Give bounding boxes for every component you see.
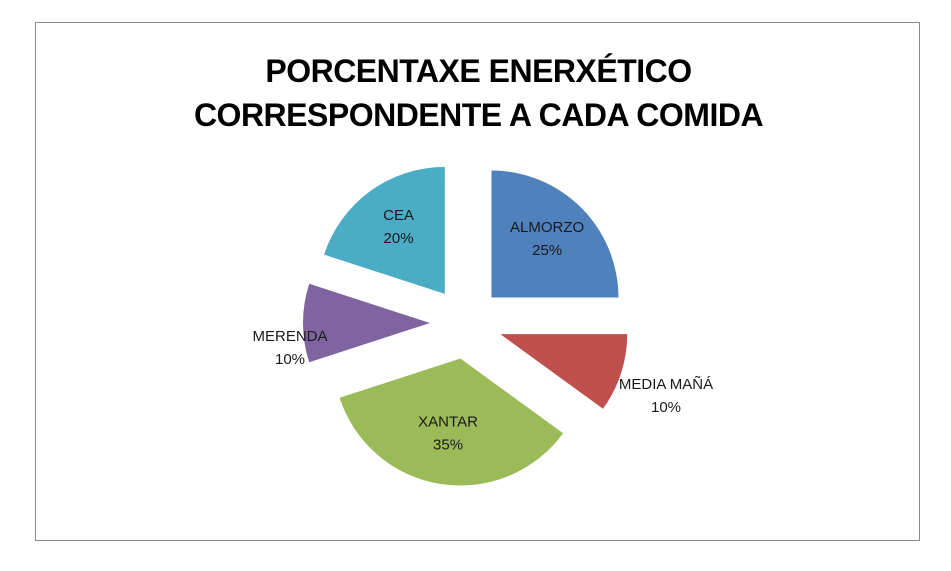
pie-slice-media-ma-	[500, 334, 628, 409]
pie-slice-xantar	[339, 358, 564, 486]
pie-slice-cea	[324, 166, 445, 294]
pie-slice-almorzo	[491, 170, 619, 298]
slice-label-name: ALMORZO	[510, 219, 584, 236]
chart-title: PORCENTAXE ENERXÉTICO CORRESPONDENTE A C…	[36, 49, 921, 137]
slice-label-percent: 10%	[651, 399, 681, 416]
chart-area: PORCENTAXE ENERXÉTICO CORRESPONDENTE A C…	[35, 22, 920, 541]
slice-label-name: MEDIA MAÑÁ	[619, 376, 713, 393]
pie-slice-merenda	[303, 283, 430, 363]
pie-chart: ALMORZO 25% MEDIA MAÑÁ 10% XANTAR 35% MERENDA 1…	[252, 166, 713, 486]
slice-label-percent: 20%	[384, 230, 414, 247]
slice-label-percent: 35%	[433, 436, 463, 453]
slice-label-percent: 10%	[275, 351, 305, 368]
chart-title-line-1: PORCENTAXE ENERXÉTICO	[265, 53, 692, 89]
slice-label-name: XANTAR	[418, 413, 478, 430]
chart-title-line-2: CORRESPONDENTE A CADA COMIDA	[193, 97, 764, 133]
slice-label-percent: 25%	[532, 242, 562, 259]
slice-label-name: CEA	[383, 207, 414, 224]
slice-label-name: MERENDA	[252, 328, 327, 345]
